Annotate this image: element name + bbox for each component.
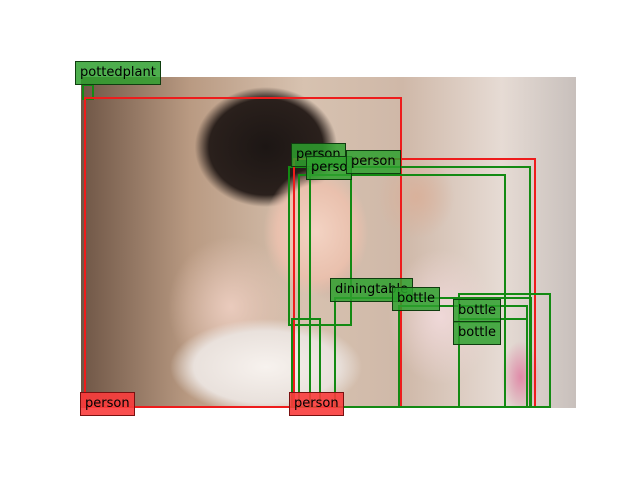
label-person-2: perso (306, 156, 353, 180)
bbox-person-bride (84, 97, 402, 408)
label-bottle-3: bottle (453, 321, 502, 345)
label-bottle-1: bottle (392, 287, 441, 311)
label-person-bride: person (80, 392, 135, 416)
label-person-guest: person (289, 392, 344, 416)
bbox-pottedplant (82, 84, 94, 100)
label-pottedplant: pottedplant (75, 61, 161, 85)
wedding-photo (81, 77, 576, 408)
label-person-3: person (346, 150, 401, 174)
label-bottle-2: bottle (453, 299, 502, 323)
